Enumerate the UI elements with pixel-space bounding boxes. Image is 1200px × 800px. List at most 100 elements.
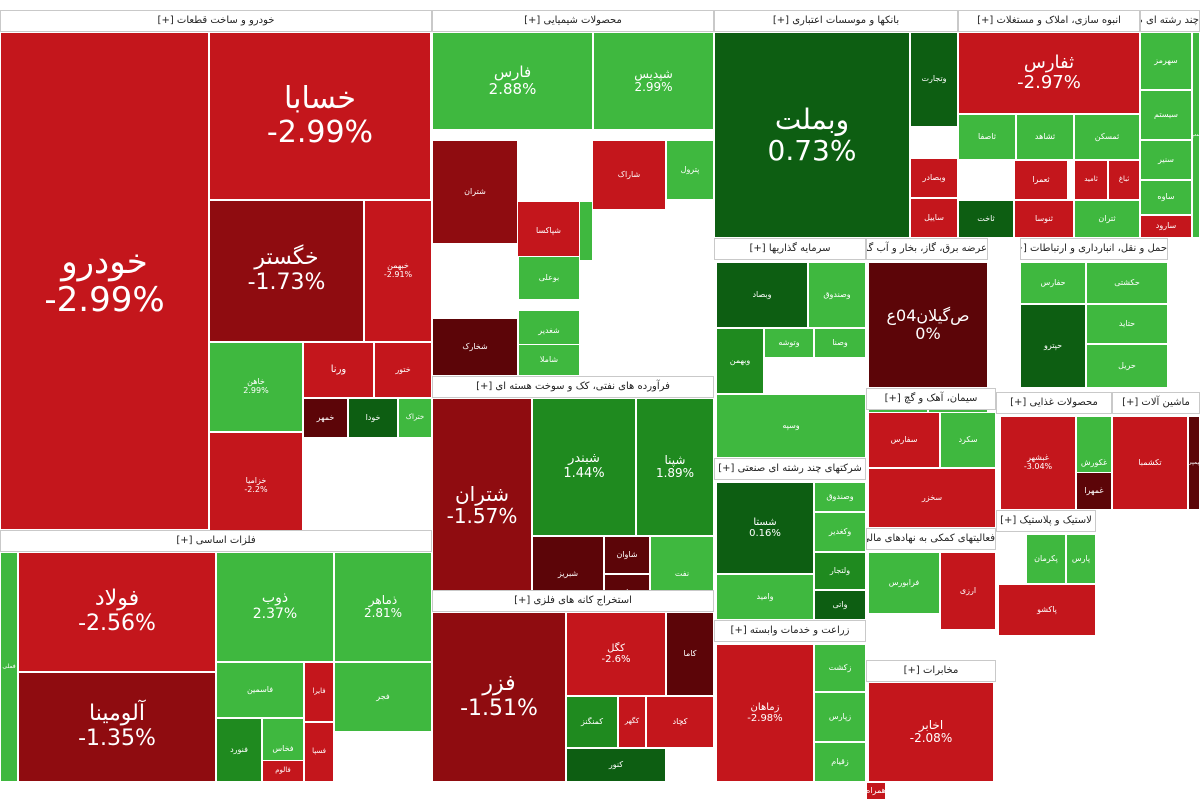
treemap-tile[interactable]: شاوان <box>604 536 650 574</box>
treemap-tile[interactable]: ثفارس -2.97% <box>958 32 1140 114</box>
sector-header[interactable]: مخابرات [+] <box>866 660 996 682</box>
treemap-tile[interactable]: کگهر <box>618 696 646 748</box>
treemap-tile[interactable]: پاکشو <box>998 584 1096 636</box>
sector-header[interactable]: فرآورده های نفتی، کک و سوخت هسته ای [+] <box>432 376 714 398</box>
treemap-tile[interactable]: ثامید <box>1074 160 1108 200</box>
treemap-tile[interactable]: وصنا <box>814 328 866 358</box>
treemap-tile[interactable]: واتی <box>814 590 866 620</box>
sector-header[interactable]: محصولات غذایی [+] <box>996 392 1112 414</box>
treemap-tile[interactable]: ذماهر 2.81% <box>334 552 432 662</box>
treemap-tile[interactable]: وتجارت <box>910 32 958 127</box>
treemap-tile[interactable]: وبصاد <box>716 262 808 328</box>
treemap-tile[interactable]: وصندوق <box>808 262 866 328</box>
treemap-tile[interactable]: خودرو -2.99% <box>0 32 209 530</box>
treemap-tile[interactable]: ولتجار <box>814 552 866 590</box>
treemap-tile[interactable]: کاما <box>666 612 714 696</box>
treemap-tile[interactable]: شخارک <box>432 318 518 376</box>
sector-header[interactable]: سیمان، آهک و گچ [+] <box>866 388 996 410</box>
treemap-tile[interactable]: فاسمین <box>216 662 304 718</box>
treemap-tile[interactable]: کچاد <box>646 696 714 748</box>
treemap-tile[interactable]: ورنا <box>303 342 374 398</box>
treemap-tile[interactable]: خاهن 2.99% <box>209 342 303 432</box>
treemap-tile[interactable]: فایرا <box>304 662 334 722</box>
treemap-tile[interactable]: سیستم <box>1140 90 1192 140</box>
treemap-tile[interactable]: ص‌گیلان04ع 0% <box>868 262 988 388</box>
treemap-tile[interactable]: وتوشه <box>764 328 814 358</box>
sector-header[interactable]: محصولات شیمیایی [+] <box>432 10 714 32</box>
treemap-tile[interactable]: ذوب 2.37% <box>216 552 334 662</box>
treemap-tile[interactable]: ثعمرا <box>1014 160 1068 200</box>
treemap-tile[interactable]: سهرمز <box>1140 32 1192 90</box>
sector-header[interactable]: بانکها و موسسات اعتباری [+] <box>714 10 958 32</box>
treemap-tile[interactable]: ثشاهد <box>1016 114 1074 160</box>
treemap-tile[interactable]: ثمسکن <box>1074 114 1140 160</box>
treemap-tile[interactable]: پکرمان <box>1026 534 1066 584</box>
treemap-tile[interactable]: فزر -1.51% <box>432 612 566 782</box>
sector-header[interactable]: شرکتهای چند رشته ای صنعتی [+] <box>714 458 866 480</box>
treemap-tile[interactable]: فنورد <box>216 718 262 782</box>
treemap-tile[interactable]: فجر <box>334 662 432 732</box>
treemap-tile[interactable]: شتران -1.57% <box>432 398 532 612</box>
treemap-tile[interactable]: پترول <box>666 140 714 200</box>
treemap-tile[interactable]: سکرد <box>940 412 996 468</box>
treemap-tile[interactable]: زکشت <box>814 644 866 692</box>
treemap-tile[interactable]: شبندر 1.44% <box>532 398 636 536</box>
treemap-tile[interactable]: خسابا -2.99% <box>209 32 431 200</box>
sector-header[interactable]: عرضه برق، گاز، بخار و آب گرم [+] <box>866 238 988 260</box>
sector-header[interactable]: ماشین آلات [+] <box>1112 392 1200 414</box>
treemap-tile[interactable]: غبشهر -3.04% <box>1000 416 1076 510</box>
treemap-tile[interactable]: سفارس <box>868 412 940 468</box>
treemap-tile[interactable]: حپترو <box>1020 304 1086 388</box>
treemap-tile[interactable]: وامید <box>716 574 814 620</box>
treemap-tile[interactable]: سارود <box>1140 215 1192 238</box>
treemap-tile[interactable]: تکشمبا <box>1112 416 1188 510</box>
treemap-tile[interactable]: ثاصفا <box>958 114 1016 160</box>
treemap-tile[interactable]: بوعلی <box>518 256 580 300</box>
treemap-tile[interactable]: شتران <box>432 140 518 244</box>
treemap-tile[interactable]: سنیر <box>1140 140 1192 180</box>
sector-header[interactable]: زراعت و خدمات وابسته [+] <box>714 620 866 642</box>
treemap-tile[interactable]: همراه <box>866 782 886 800</box>
sector-header[interactable]: سرمایه گذاریها [+] <box>714 238 866 260</box>
treemap-tile[interactable]: شاراک <box>592 140 666 210</box>
treemap-tile[interactable]: ثنوسا <box>1014 200 1074 238</box>
treemap-tile[interactable]: فملی <box>0 552 18 782</box>
sector-header[interactable]: حمل و نقل، انبارداری و ارتباطات [+] <box>1020 238 1168 260</box>
treemap-tile[interactable]: ثاخت <box>958 200 1014 238</box>
treemap-tile[interactable]: شپاکسا <box>517 201 580 261</box>
treemap-tile[interactable]: حکشتی <box>1086 262 1168 304</box>
sector-header[interactable]: فعالیتهای کمکی به نهادهای مالی [+] <box>866 528 996 550</box>
treemap-tile[interactable]: فرابورس <box>868 552 940 614</box>
treemap-tile[interactable]: زماهان -2.98% <box>716 644 814 782</box>
treemap-tile[interactable]: شپدیس 2.99% <box>593 32 714 130</box>
treemap-tile[interactable]: پارس <box>1066 534 1096 584</box>
treemap-tile[interactable]: خبهمن -2.91% <box>364 200 432 342</box>
treemap-tile[interactable]: شاملا <box>518 344 580 376</box>
treemap-tile[interactable]: وبهمن <box>716 328 764 394</box>
treemap-tile[interactable]: حریل <box>1086 344 1168 388</box>
treemap-tile[interactable]: خودا <box>348 398 398 438</box>
treemap-tile[interactable]: حتاید <box>1086 304 1168 344</box>
sector-header[interactable]: چند رشته ای صنعتی [+] <box>1140 10 1200 32</box>
treemap-tile[interactable]: تپمپی <box>1188 416 1200 510</box>
treemap-tile[interactable]: فولاد -2.56% <box>18 552 216 672</box>
treemap-tile[interactable]: غمهرا <box>1076 472 1112 510</box>
treemap-tile[interactable]: سخزر <box>868 468 996 528</box>
sector-header[interactable]: استخراج کانه های فلزی [+] <box>432 590 714 612</box>
treemap-tile[interactable]: کگل -2.6% <box>566 612 666 696</box>
treemap-tile[interactable]: شستا 0.16% <box>716 482 814 574</box>
treemap-tile[interactable]: زقیام <box>814 742 866 782</box>
treemap-tile[interactable]: وکغدیر <box>814 512 866 552</box>
treemap-tile[interactable]: ختراک <box>398 398 432 438</box>
treemap-tile[interactable]: وبصادر <box>910 158 958 198</box>
treemap-tile[interactable]: فالوم <box>262 760 304 782</box>
treemap-tile[interactable]: وصندوق <box>814 482 866 512</box>
sector-header[interactable]: انبوه سازی، املاک و مستغلات [+] <box>958 10 1140 32</box>
treemap-tile[interactable]: وسپه <box>716 394 866 458</box>
treemap-tile[interactable]: فسپا <box>304 722 334 782</box>
treemap-tile[interactable]: شپنا 1.89% <box>636 398 714 536</box>
treemap-tile[interactable]: آلومینا -1.35% <box>18 672 216 782</box>
treemap-tile[interactable]: ختور <box>374 342 432 398</box>
treemap-tile[interactable]: حفارس <box>1020 262 1086 304</box>
treemap-tile[interactable]: سپ <box>1192 32 1200 238</box>
